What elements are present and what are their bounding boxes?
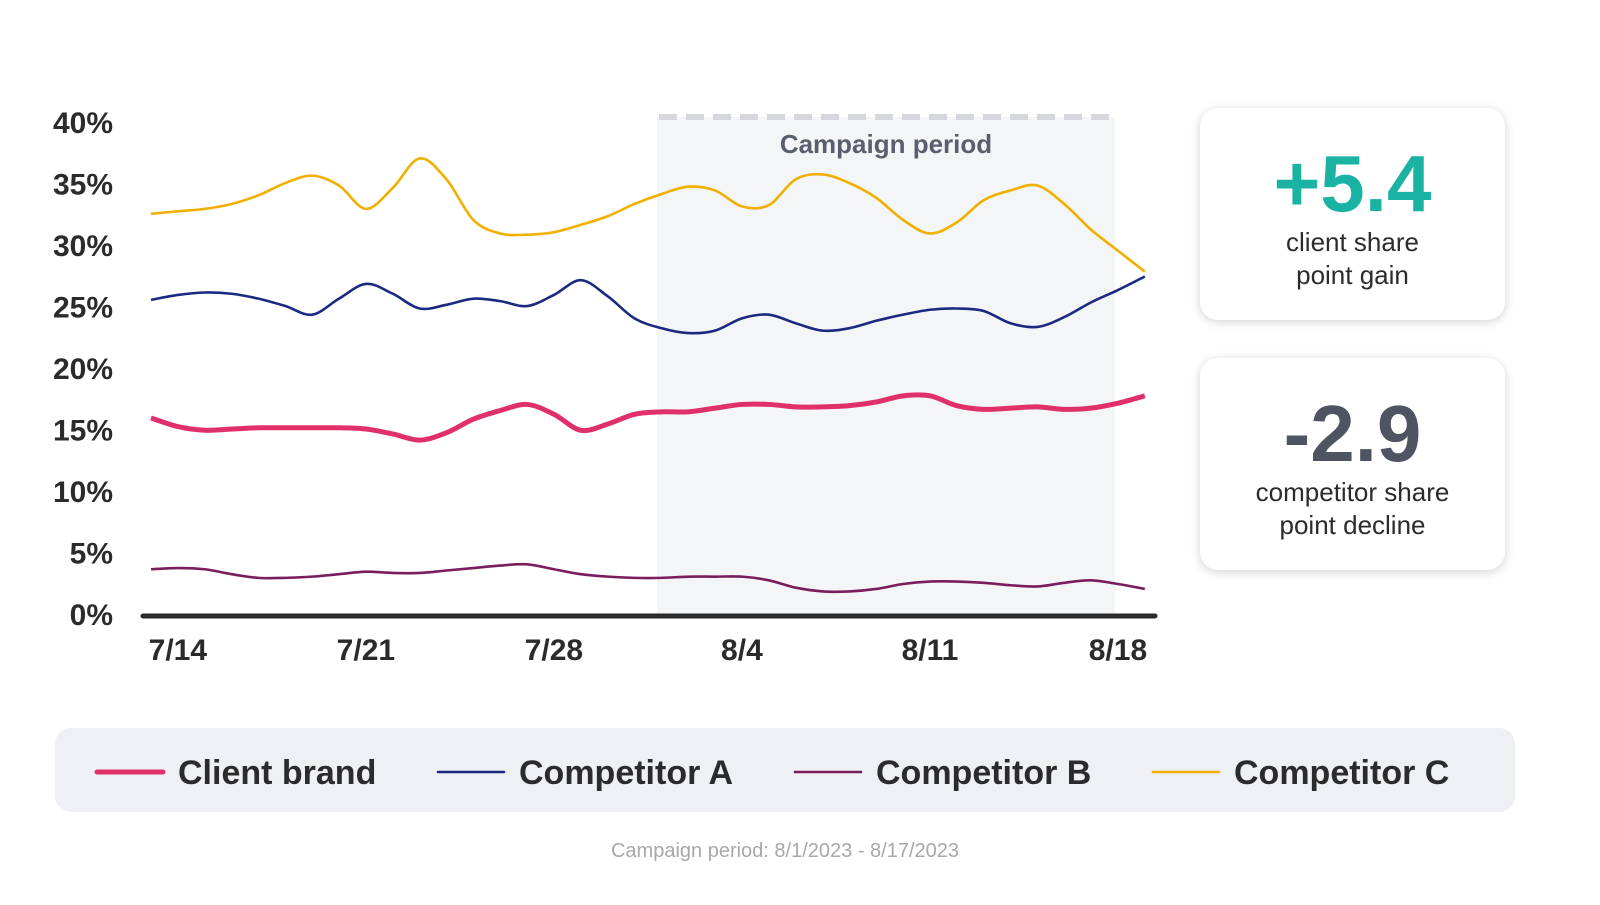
y-tick-label: 30% — [53, 230, 113, 263]
stat-card: -2.9 competitor share point decline — [1200, 358, 1505, 570]
x-tick-label: 7/14 — [149, 634, 208, 667]
series-line — [150, 562, 1146, 594]
annotation: Campaign period — [780, 129, 992, 159]
stat-label: competitor share — [1255, 477, 1450, 507]
legend-label: Competitor A — [519, 754, 733, 792]
legend-label: Client brand — [178, 754, 376, 792]
legend-label: Competitor C — [1234, 754, 1449, 792]
y-tick-label: 25% — [53, 291, 113, 324]
y-tick-label: 10% — [53, 476, 113, 509]
x-tick-label: 8/11 — [902, 634, 959, 667]
x-tick-label: 7/21 — [337, 634, 395, 667]
stat-label: point decline — [1279, 510, 1426, 540]
series-line — [150, 157, 1146, 273]
stat-value: +5.4 — [1273, 139, 1432, 228]
x-tick-label: 7/28 — [525, 634, 583, 667]
stat-card: +5.4 client share point gain — [1200, 108, 1505, 320]
stat-value: -2.9 — [1283, 389, 1422, 478]
y-tick-label: 35% — [53, 168, 113, 201]
legend-label: Competitor B — [876, 754, 1091, 792]
stat-label: client share — [1286, 227, 1419, 257]
y-tick-label: 20% — [53, 353, 113, 386]
legend-box — [55, 728, 1515, 812]
y-tick-label: 5% — [70, 537, 113, 570]
footnote: Campaign period: 8/1/2023 - 8/17/2023 — [610, 840, 960, 862]
x-tick-label: 8/18 — [1089, 634, 1147, 667]
series-line — [150, 392, 1146, 443]
y-tick-label: 0% — [70, 599, 113, 632]
stat-label: point gain — [1296, 260, 1409, 290]
y-tick-label: 15% — [53, 414, 113, 447]
campaign-region — [657, 117, 1115, 616]
y-tick-label: 40% — [53, 107, 113, 140]
series-line — [150, 275, 1146, 335]
x-tick-label: 8/4 — [721, 634, 763, 667]
